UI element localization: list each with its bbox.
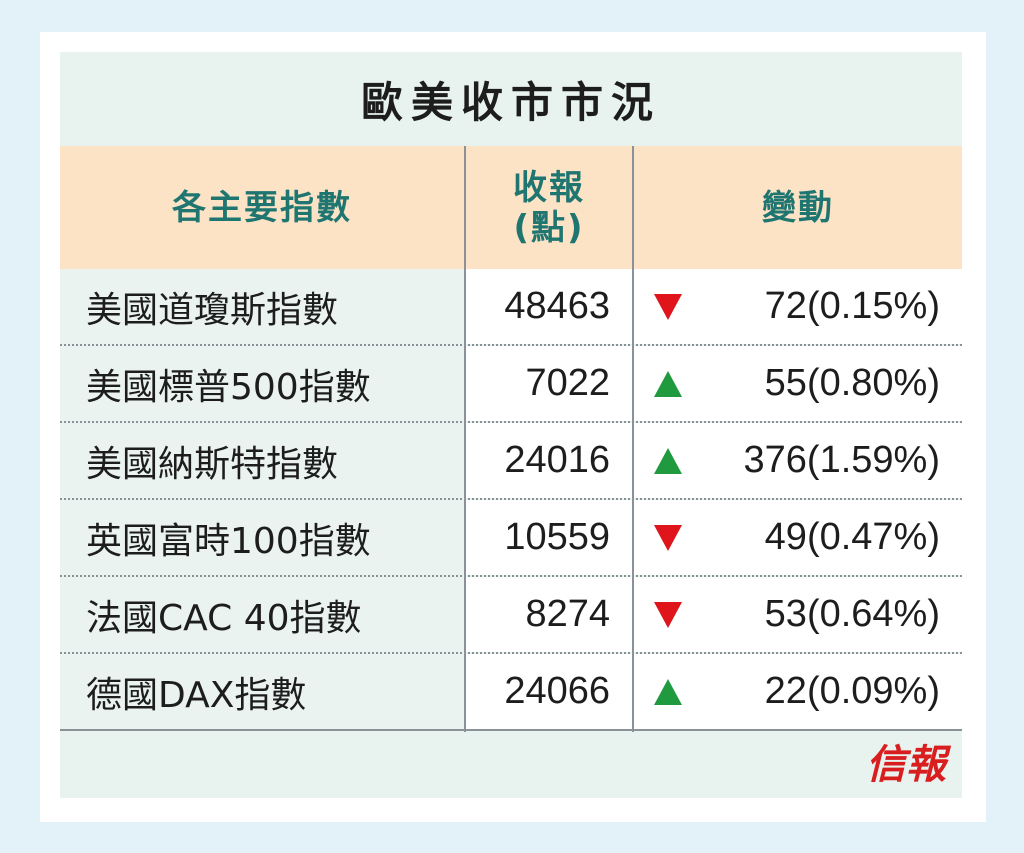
arrow-up-icon bbox=[654, 448, 682, 474]
change-value: 49(0.47%) bbox=[764, 516, 940, 558]
table-row: 德國DAX指數 24066 22(0.09%) bbox=[60, 654, 962, 731]
header-close-line1: 收報 bbox=[513, 167, 585, 208]
change-value: 376(1.59%) bbox=[743, 439, 940, 481]
change-value: 72(0.15%) bbox=[764, 285, 940, 327]
arrow-down-icon bbox=[654, 602, 682, 628]
index-name: 美國標普500指數 bbox=[60, 346, 464, 421]
hkej-logo-icon: 信報 bbox=[866, 741, 952, 788]
close-value: 7022 bbox=[466, 346, 632, 421]
change-cell: 22(0.09%) bbox=[634, 654, 962, 729]
index-name: 英國富時100指數 bbox=[60, 500, 464, 575]
arrow-down-icon bbox=[654, 525, 682, 551]
change-cell: 49(0.47%) bbox=[634, 500, 962, 575]
arrow-up-icon bbox=[654, 679, 682, 705]
change-cell: 72(0.15%) bbox=[634, 269, 962, 344]
table-row: 美國標普500指數 7022 55(0.80%) bbox=[60, 346, 962, 423]
close-value: 8274 bbox=[466, 577, 632, 652]
page-title: 歐美收市市況 bbox=[360, 77, 661, 127]
close-value: 48463 bbox=[466, 269, 632, 344]
change-value: 22(0.09%) bbox=[764, 670, 940, 712]
column-divider bbox=[632, 146, 634, 732]
table-card: 歐美收市市況 各主要指數 收報 (點) 變動 美國道瓊斯指數 48463 72(… bbox=[40, 32, 986, 822]
change-cell: 376(1.59%) bbox=[634, 423, 962, 498]
column-divider bbox=[464, 146, 466, 732]
header-close-line2: (點) bbox=[513, 207, 585, 248]
change-cell: 53(0.64%) bbox=[634, 577, 962, 652]
change-value: 55(0.80%) bbox=[764, 362, 940, 404]
table-row: 法國CAC 40指數 8274 53(0.64%) bbox=[60, 577, 962, 654]
table-header: 各主要指數 收報 (點) 變動 bbox=[60, 146, 962, 269]
header-change: 變動 bbox=[762, 187, 834, 228]
header-index-name: 各主要指數 bbox=[172, 187, 352, 228]
arrow-up-icon bbox=[654, 371, 682, 397]
index-name: 德國DAX指數 bbox=[60, 654, 464, 729]
close-value: 24066 bbox=[466, 654, 632, 729]
index-name: 法國CAC 40指數 bbox=[60, 577, 464, 652]
arrow-down-icon bbox=[654, 294, 682, 320]
close-value: 24016 bbox=[466, 423, 632, 498]
market-panel: 歐美收市市況 各主要指數 收報 (點) 變動 美國道瓊斯指數 48463 72(… bbox=[60, 52, 962, 798]
footer: 信報 bbox=[60, 732, 962, 798]
header-close: 收報 (點) bbox=[466, 146, 632, 269]
change-cell: 55(0.80%) bbox=[634, 346, 962, 421]
index-name: 美國道瓊斯指數 bbox=[60, 269, 464, 344]
change-value: 53(0.64%) bbox=[764, 593, 940, 635]
table-row: 英國富時100指數 10559 49(0.47%) bbox=[60, 500, 962, 577]
svg-text:信報: 信報 bbox=[866, 741, 952, 788]
close-value: 10559 bbox=[466, 500, 632, 575]
index-name: 美國納斯特指數 bbox=[60, 423, 464, 498]
table-body: 美國道瓊斯指數 48463 72(0.15%) 美國標普500指數 7022 5… bbox=[60, 269, 962, 731]
table-row: 美國納斯特指數 24016 376(1.59%) bbox=[60, 423, 962, 500]
table-row: 美國道瓊斯指數 48463 72(0.15%) bbox=[60, 269, 962, 346]
